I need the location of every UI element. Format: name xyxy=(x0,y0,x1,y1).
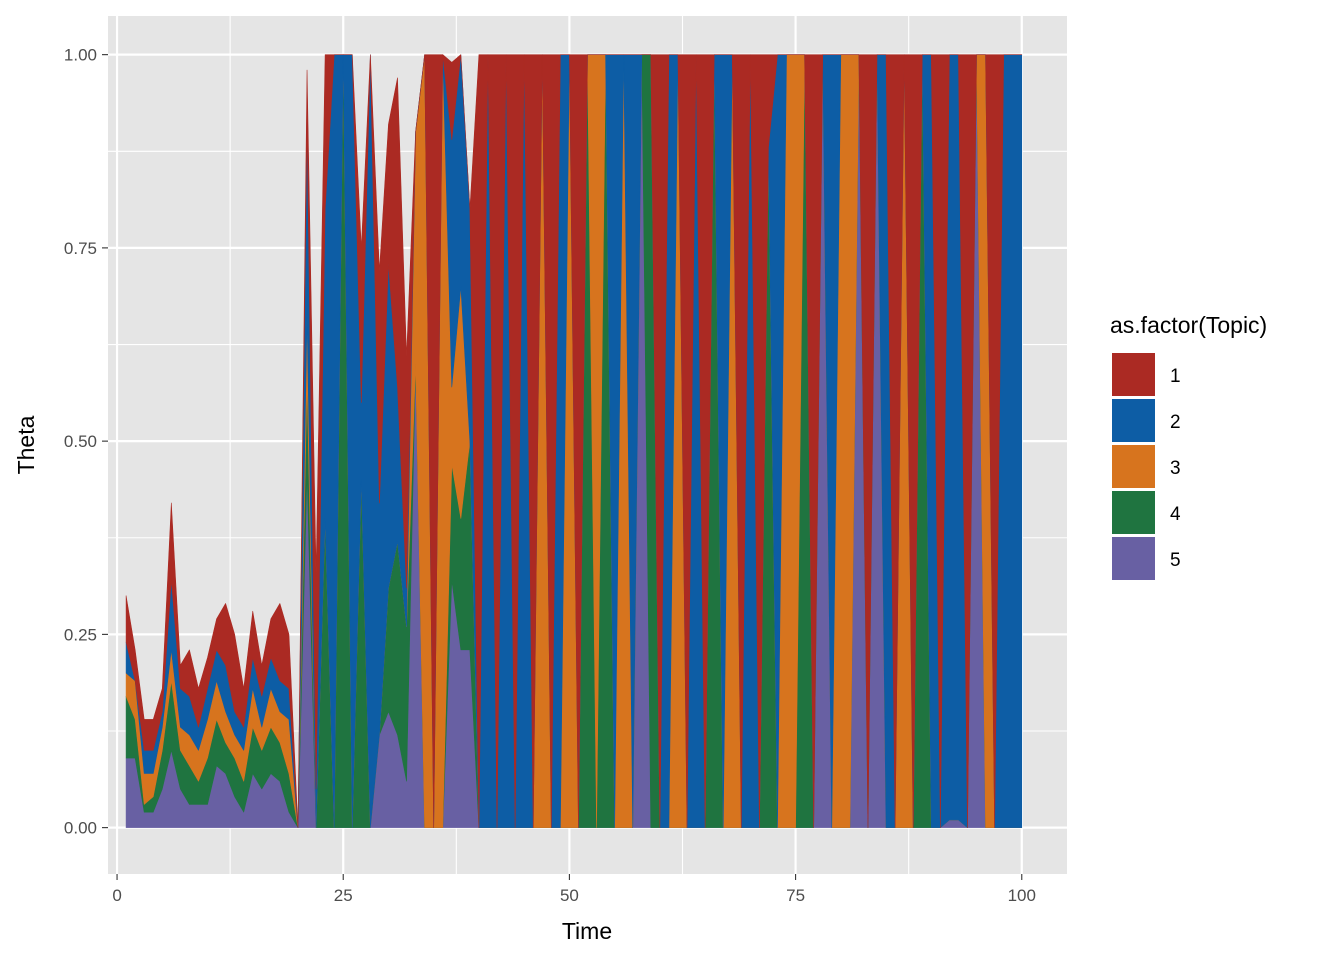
y-tick-label: 0.75 xyxy=(64,239,97,258)
y-tick-label: 0.25 xyxy=(64,625,97,644)
x-tick-label: 75 xyxy=(786,886,805,905)
legend-label-2: 2 xyxy=(1170,412,1181,433)
legend-key-4 xyxy=(1110,489,1157,536)
y-axis-title: Theta xyxy=(13,415,39,474)
legend-label-4: 4 xyxy=(1170,504,1181,525)
x-axis: 0 25 50 75 100 xyxy=(112,874,1036,905)
x-tick-label: 25 xyxy=(334,886,353,905)
legend: as.factor(Topic) 1 2 3 4 5 xyxy=(1110,312,1267,582)
x-tick-label: 100 xyxy=(1008,886,1036,905)
y-tick-label: 0.00 xyxy=(64,819,97,838)
legend-key-3 xyxy=(1110,443,1157,490)
x-tick-label: 50 xyxy=(560,886,579,905)
y-tick-label: 0.50 xyxy=(64,432,97,451)
legend-key-1 xyxy=(1110,351,1157,398)
legend-label-5: 5 xyxy=(1170,550,1181,571)
legend-key-5 xyxy=(1110,535,1157,582)
x-tick-label: 0 xyxy=(112,886,121,905)
legend-key-2 xyxy=(1110,397,1157,444)
area-topic-1 xyxy=(125,54,1023,828)
legend-label-1: 1 xyxy=(1170,366,1181,387)
y-tick-label: 1.00 xyxy=(64,46,97,65)
legend-title: as.factor(Topic) xyxy=(1110,312,1267,338)
area-layers xyxy=(125,54,1023,828)
y-axis: 0.00 0.25 0.50 0.75 1.00 xyxy=(64,46,108,838)
x-axis-title: Time xyxy=(562,918,612,944)
legend-label-3: 3 xyxy=(1170,458,1181,479)
